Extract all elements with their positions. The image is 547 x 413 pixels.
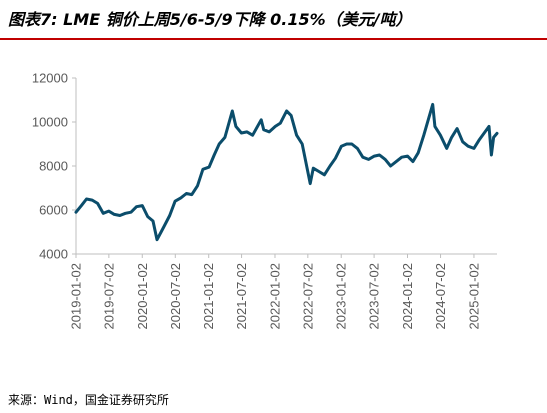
x-tick-label: 2025-01-02 xyxy=(466,263,481,330)
copper-price-series-line xyxy=(74,102,499,242)
y-axis: 4000 6000 8000 10000 12000 xyxy=(32,71,77,262)
y-tick-label: 12000 xyxy=(32,71,68,86)
x-tick-label: 2019-07-02 xyxy=(101,263,116,330)
x-tick-label: 2023-07-02 xyxy=(367,263,382,330)
x-tick-label: 2023-01-02 xyxy=(334,263,349,330)
chart-title: 图表7: LME 铜价上周5/6-5/9下降 0.15%（美元/吨） xyxy=(8,10,412,29)
source-note: 来源：Wind，国金证券研究所 xyxy=(8,393,169,407)
y-tick-label: 10000 xyxy=(32,115,68,130)
x-axis: 2019-01-02 2019-07-02 2020-01-02 2020-07-02… xyxy=(69,253,497,330)
y-tick-label: 4000 xyxy=(39,247,68,262)
x-tick-label: 2022-07-02 xyxy=(300,263,315,330)
x-tick-label: 2019-01-02 xyxy=(69,263,84,330)
x-tick-label: 2021-07-02 xyxy=(234,263,249,330)
x-tick-label: 2020-07-02 xyxy=(168,263,183,330)
x-tick-label: 2020-01-02 xyxy=(135,263,150,330)
x-tick-label: 2022-01-02 xyxy=(267,263,282,330)
x-tick-label: 2024-01-02 xyxy=(400,263,415,330)
y-tick-label: 6000 xyxy=(39,203,68,218)
plot-area xyxy=(74,102,499,242)
x-tick-label: 2024-07-02 xyxy=(433,263,448,330)
line-chart: 4000 6000 8000 10000 12000 2019-01-02 2019-07… xyxy=(32,71,499,330)
y-tick-label: 8000 xyxy=(39,159,68,174)
title-underline xyxy=(0,38,547,40)
x-tick-label: 2021-01-02 xyxy=(201,263,216,330)
